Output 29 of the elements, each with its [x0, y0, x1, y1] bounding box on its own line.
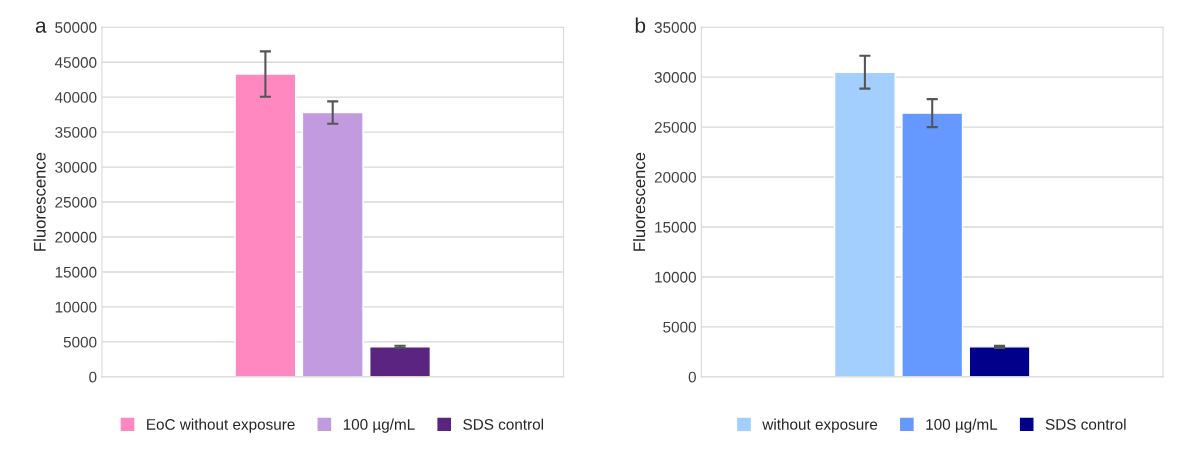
- y-axis-title: Fluorescence: [632, 152, 646, 251]
- y-tick-label: 45000: [54, 57, 97, 68]
- y-tick-label: 10000: [655, 271, 696, 283]
- y-tick-label: 15000: [655, 221, 696, 233]
- text: a: [35, 21, 47, 33]
- y-tick-label: 15000: [55, 266, 97, 278]
- y-tick-label: 40000: [54, 92, 97, 103]
- y-axis-title: Fluorescence: [33, 152, 46, 251]
- legend-label: 100 µg/mL: [926, 418, 998, 433]
- y-tick-label: 5000: [663, 321, 696, 333]
- y-tick-label: 25000: [55, 196, 97, 208]
- y-tick-label: 50000: [55, 22, 97, 33]
- legend-label: SDS control: [1045, 418, 1126, 430]
- legend-label: SDS control: [463, 418, 544, 430]
- y-tick-label: 35000: [55, 126, 97, 138]
- y-tick-label: 30000: [55, 161, 97, 173]
- legend-label: 100 µg/mL: [343, 418, 415, 433]
- y-tick-label: 0: [688, 371, 696, 383]
- y-tick-label: 35000: [654, 22, 696, 33]
- y-tick-label: 0: [89, 371, 97, 383]
- y-tick-label: 5000: [63, 336, 97, 348]
- y-tick-label: 20000: [654, 171, 696, 183]
- y-tick-label: 25000: [654, 121, 696, 133]
- y-tick-label: 20000: [55, 231, 97, 243]
- y-tick-label: 10000: [55, 301, 97, 313]
- legend-label: EoC without exposure: [147, 418, 295, 433]
- legend-label: without exposure: [762, 418, 878, 433]
- text: b: [635, 17, 646, 33]
- y-tick-label: 30000: [654, 72, 696, 83]
